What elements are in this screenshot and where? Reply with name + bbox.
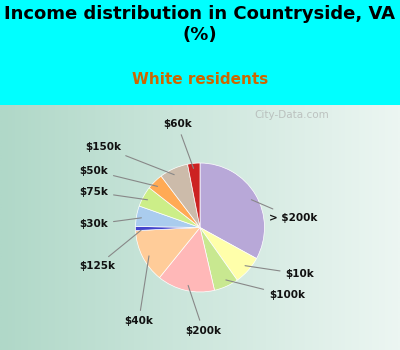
Text: $125k: $125k [79, 230, 141, 271]
Wedge shape [200, 228, 237, 290]
Text: $10k: $10k [245, 266, 314, 279]
Text: City-Data.com: City-Data.com [255, 110, 329, 120]
Wedge shape [200, 228, 256, 280]
Wedge shape [136, 226, 200, 231]
Wedge shape [161, 164, 200, 228]
Text: $30k: $30k [79, 218, 142, 229]
Wedge shape [188, 163, 200, 228]
Text: Income distribution in Countryside, VA
(%): Income distribution in Countryside, VA (… [4, 5, 396, 44]
Text: > $200k: > $200k [251, 200, 318, 223]
Text: $100k: $100k [226, 280, 305, 300]
Text: $75k: $75k [79, 187, 148, 200]
Text: $50k: $50k [79, 166, 158, 187]
Wedge shape [136, 206, 200, 228]
Text: White residents: White residents [132, 72, 268, 87]
Text: $200k: $200k [185, 285, 221, 336]
Wedge shape [136, 228, 200, 278]
Text: $150k: $150k [85, 142, 174, 175]
Text: $40k: $40k [124, 256, 153, 326]
Text: $60k: $60k [163, 119, 194, 168]
Wedge shape [200, 163, 264, 259]
Wedge shape [139, 188, 200, 228]
Wedge shape [160, 228, 214, 292]
Wedge shape [149, 176, 200, 228]
